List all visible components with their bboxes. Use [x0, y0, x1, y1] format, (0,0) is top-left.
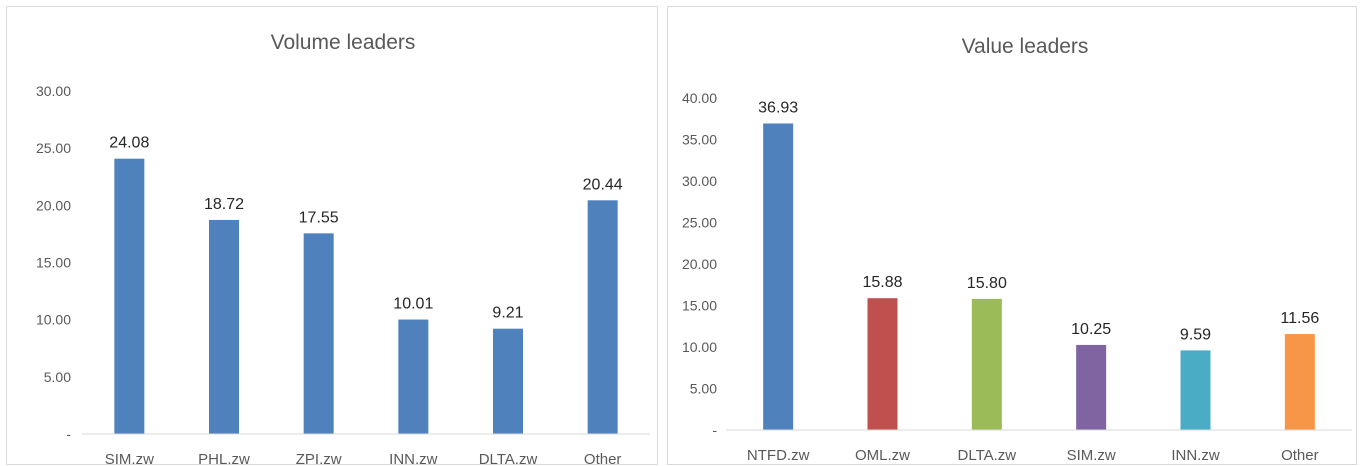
bar: [209, 219, 239, 434]
bar: [1180, 350, 1211, 430]
y-tick-label: 15.00: [36, 255, 71, 271]
category-label: PHL.zw: [198, 451, 250, 466]
category-label: Other: [584, 451, 622, 466]
bar: [303, 233, 334, 434]
category-label: Other: [1281, 447, 1319, 464]
bar: [1284, 334, 1315, 430]
y-tick-label: 30.00: [682, 173, 717, 189]
category-label: DLTA.zw: [479, 451, 538, 466]
y-tick-label: 25.00: [36, 140, 71, 156]
y-tick-label: 40.00: [682, 90, 717, 106]
y-tick-label: 25.00: [682, 215, 717, 231]
data-label: 17.55: [299, 209, 339, 226]
category-label: DLTA.zw: [958, 447, 1017, 464]
data-label: 15.88: [862, 274, 902, 291]
bar: [1076, 344, 1107, 430]
y-tick-label: 10.00: [682, 339, 717, 355]
data-label: 18.72: [204, 196, 244, 213]
bar: [114, 158, 145, 434]
y-tick-label: 30.00: [36, 83, 71, 99]
data-label: 36.93: [758, 99, 798, 116]
category-label: INN.zw: [389, 451, 438, 466]
data-label: 9.21: [492, 305, 523, 322]
value-leaders-chart: Value leaders - 5.00 10.00 15.00 20.00 25.00 3…: [667, 6, 1357, 465]
y-tick-label: -: [66, 426, 71, 442]
category-label: SIM.zw: [105, 451, 154, 466]
volume-leaders-plot: Volume leaders - 5.00 10.00 15.00 20.00 25.00…: [36, 31, 650, 466]
y-tick-label: 10.00: [36, 312, 71, 328]
data-label: 9.59: [1180, 326, 1211, 343]
chart-title: Volume leaders: [271, 31, 416, 54]
data-label: 15.80: [967, 275, 1007, 292]
bar: [587, 200, 618, 434]
value-leaders-plot: Value leaders - 5.00 10.00 15.00 20.00 25.00 3…: [682, 35, 1352, 464]
bar: [493, 328, 523, 434]
y-tick-label: 5.00: [44, 369, 71, 385]
y-tick-label: 5.00: [690, 381, 717, 397]
chart-title: Value leaders: [962, 35, 1089, 58]
bar: [867, 298, 898, 430]
data-label: 11.56: [1280, 310, 1319, 327]
data-label: 20.44: [583, 176, 623, 193]
category-label: NTFD.zw: [747, 447, 810, 464]
category-label: ZPI.zw: [296, 451, 342, 466]
data-label: 10.25: [1071, 321, 1111, 338]
category-label: SIM.zw: [1067, 447, 1116, 464]
y-tick-label: 15.00: [682, 298, 717, 314]
category-label: OML.zw: [855, 447, 910, 464]
data-label: 24.08: [109, 135, 149, 152]
y-tick-label: -: [712, 422, 717, 438]
category-label: INN.zw: [1171, 447, 1220, 464]
y-tick-label: 20.00: [36, 197, 71, 213]
data-label: 10.01: [393, 296, 433, 313]
bar: [398, 319, 429, 434]
volume-leaders-chart: Volume leaders - 5.00 10.00 15.00 20.00 25.00…: [6, 6, 658, 466]
bar: [971, 298, 1002, 430]
y-tick-label: 35.00: [682, 132, 717, 148]
y-tick-label: 20.00: [682, 256, 717, 272]
bar: [763, 123, 794, 430]
